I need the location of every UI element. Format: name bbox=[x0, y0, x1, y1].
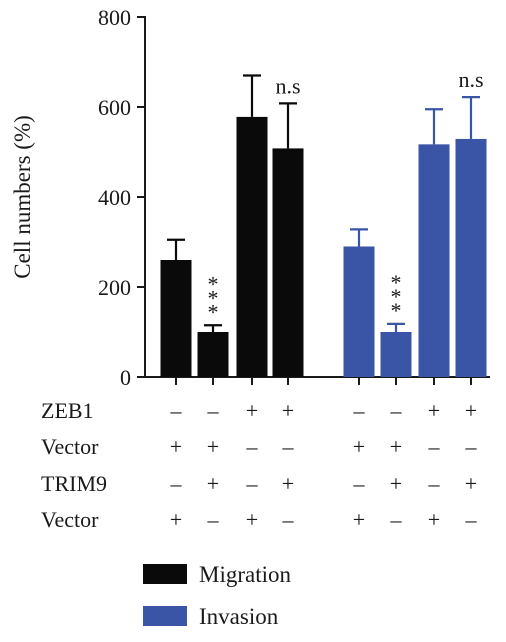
condition-sign: – bbox=[465, 434, 478, 459]
legend-label-migration: Migration bbox=[199, 562, 291, 587]
condition-sign: + bbox=[207, 471, 219, 496]
condition-sign: – bbox=[353, 398, 366, 423]
condition-sign: – bbox=[390, 398, 403, 423]
significance-label: * bbox=[391, 270, 402, 295]
bar-invasion-4 bbox=[455, 138, 487, 377]
condition-sign: + bbox=[246, 398, 258, 423]
condition-sign: + bbox=[390, 434, 402, 459]
bar-migration-4 bbox=[272, 148, 304, 377]
condition-label: Vector bbox=[41, 507, 99, 532]
bar-migration-1 bbox=[160, 260, 192, 377]
legend: Migration Invasion bbox=[143, 562, 291, 629]
condition-table: ZEB1– – + + – – + +Vector + + – – + + – –TRIM9– + – + – + – +V… bbox=[41, 398, 478, 532]
condition-sign: + bbox=[390, 471, 402, 496]
legend-swatch-migration bbox=[143, 564, 187, 584]
significance-label: * bbox=[208, 299, 219, 324]
bar-invasion-3 bbox=[418, 144, 450, 377]
condition-sign: + bbox=[465, 398, 477, 423]
condition-sign: + bbox=[353, 507, 365, 532]
significance-label: n.s bbox=[275, 73, 300, 98]
condition-sign: – bbox=[246, 471, 259, 496]
condition-sign: – bbox=[207, 507, 220, 532]
legend-swatch-invasion bbox=[143, 606, 187, 626]
condition-sign: + bbox=[170, 434, 182, 459]
condition-label: TRIM9 bbox=[41, 471, 107, 496]
bars: ***n.s***n.s bbox=[160, 67, 487, 378]
bar-migration-2 bbox=[197, 332, 229, 377]
condition-label: ZEB1 bbox=[41, 398, 94, 423]
condition-sign: + bbox=[353, 434, 365, 459]
y-tick-label: 200 bbox=[98, 275, 131, 300]
condition-sign: + bbox=[282, 471, 294, 496]
bar-migration-3 bbox=[236, 116, 268, 378]
condition-sign: – bbox=[282, 507, 295, 532]
condition-sign: – bbox=[353, 471, 366, 496]
condition-sign: – bbox=[428, 471, 441, 496]
condition-sign: – bbox=[170, 471, 183, 496]
condition-sign: – bbox=[207, 398, 220, 423]
y-tick-label: 600 bbox=[98, 95, 131, 120]
condition-sign: + bbox=[428, 398, 440, 423]
condition-sign: – bbox=[465, 507, 478, 532]
bar-invasion-1 bbox=[343, 246, 375, 377]
condition-sign: + bbox=[282, 398, 294, 423]
condition-sign: – bbox=[170, 398, 183, 423]
condition-sign: + bbox=[207, 434, 219, 459]
legend-label-invasion: Invasion bbox=[199, 604, 279, 629]
bar-invasion-2 bbox=[380, 332, 412, 377]
significance-label: * bbox=[208, 285, 219, 310]
condition-sign: – bbox=[428, 434, 441, 459]
significance-label: n.s bbox=[458, 67, 483, 92]
condition-sign: + bbox=[246, 507, 258, 532]
significance-label: * bbox=[391, 298, 402, 323]
y-tick-label: 800 bbox=[98, 5, 131, 30]
axes: 0 200 400 600 800 Cell numbers (%) bbox=[10, 5, 490, 390]
condition-sign: + bbox=[428, 507, 440, 532]
condition-sign: + bbox=[465, 471, 477, 496]
y-axis-title: Cell numbers (%) bbox=[10, 115, 35, 279]
y-tick-label: 400 bbox=[98, 185, 131, 210]
condition-sign: – bbox=[282, 434, 295, 459]
condition-label: Vector bbox=[41, 434, 99, 459]
condition-sign: – bbox=[246, 434, 259, 459]
significance-label: * bbox=[391, 284, 402, 309]
condition-sign: – bbox=[390, 507, 403, 532]
significance-label: * bbox=[208, 271, 219, 296]
y-tick-label: 0 bbox=[120, 365, 131, 390]
condition-sign: + bbox=[170, 507, 182, 532]
